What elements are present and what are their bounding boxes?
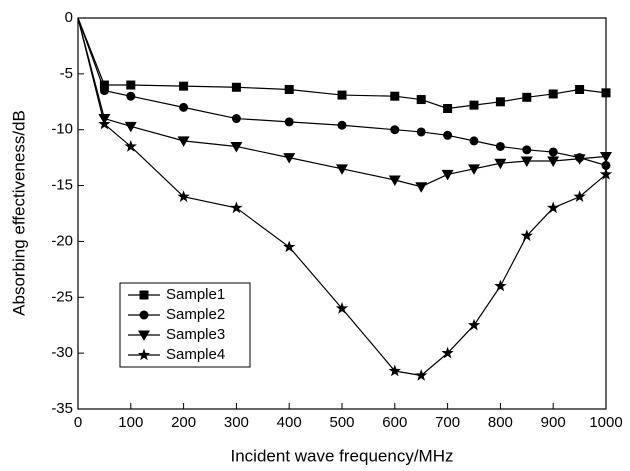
series-line	[77, 17, 607, 377]
marker	[231, 114, 241, 124]
marker	[573, 154, 586, 165]
marker	[126, 91, 136, 101]
marker	[231, 82, 241, 92]
x-tick-label: 1000	[589, 414, 622, 431]
x-tick-label: 100	[118, 414, 143, 431]
y-tick-label: -5	[60, 65, 73, 82]
marker	[522, 145, 532, 155]
marker	[547, 156, 560, 167]
marker	[601, 160, 611, 170]
marker	[443, 103, 453, 113]
marker	[548, 89, 558, 99]
y-tick-label: -10	[51, 121, 73, 138]
marker	[283, 153, 296, 164]
marker	[177, 136, 190, 147]
marker	[336, 164, 348, 175]
x-tick-label: 300	[224, 414, 249, 431]
marker	[177, 190, 190, 202]
marker	[124, 121, 137, 133]
x-tick-label: 600	[382, 414, 407, 431]
marker	[548, 147, 558, 157]
marker	[494, 279, 507, 292]
marker	[520, 229, 533, 242]
marker	[416, 127, 426, 137]
legend-label: Sample1	[166, 286, 225, 303]
x-tick-label: 800	[488, 414, 513, 431]
marker	[179, 81, 189, 91]
marker	[390, 91, 400, 101]
marker	[441, 169, 454, 181]
marker	[547, 201, 560, 214]
marker	[283, 240, 296, 253]
y-tick-label: -35	[51, 400, 73, 417]
marker	[388, 364, 401, 377]
marker	[600, 152, 612, 163]
marker	[126, 80, 136, 90]
marker	[124, 140, 137, 152]
marker	[335, 302, 349, 314]
legend-marker	[139, 290, 149, 300]
legend: Sample1 Sample2 Sample3 Sample4	[119, 282, 251, 368]
marker	[573, 190, 586, 202]
x-tick-label: 900	[541, 414, 566, 431]
marker	[495, 97, 505, 107]
x-tick-label: 200	[171, 414, 196, 431]
legend-label: Sample2	[166, 306, 225, 323]
legend-marker	[137, 348, 151, 361]
y-tick-label: -30	[51, 344, 73, 361]
marker	[443, 130, 453, 140]
marker	[599, 167, 613, 180]
marker	[230, 141, 243, 153]
marker	[520, 156, 533, 167]
x-tick-label: 500	[329, 414, 354, 431]
marker	[337, 90, 347, 100]
y-axis-label: Absorbing effectiveness/dB	[9, 110, 28, 316]
marker	[468, 164, 480, 175]
legend-label: Sample4	[166, 346, 225, 363]
marker	[575, 84, 585, 94]
y-tick-label: -20	[51, 232, 73, 249]
marker	[522, 92, 532, 102]
series-line	[77, 17, 607, 188]
marker	[230, 201, 243, 214]
x-axis-label: Incident wave frequency/MHz	[231, 446, 454, 465]
legend-marker	[138, 330, 150, 341]
marker	[284, 117, 294, 127]
x-tick-label: 700	[435, 414, 460, 431]
marker	[388, 175, 401, 186]
series-line	[77, 17, 607, 110]
legend-label: Sample3	[166, 326, 225, 343]
y-tick-label: -25	[51, 288, 73, 305]
marker	[495, 141, 505, 151]
y-tick-label: 0	[65, 9, 73, 26]
marker	[469, 100, 479, 110]
y-tick-label: -15	[51, 177, 73, 194]
legend-marker	[139, 310, 149, 320]
marker	[415, 182, 428, 193]
marker	[467, 318, 481, 331]
marker	[469, 136, 479, 146]
marker	[284, 84, 294, 94]
marker	[601, 88, 611, 98]
marker	[99, 86, 109, 96]
marker	[179, 102, 189, 112]
x-tick-label: 400	[277, 414, 302, 431]
marker	[441, 346, 454, 359]
marker	[99, 80, 109, 90]
marker	[494, 158, 507, 170]
series-line	[77, 17, 607, 167]
marker	[390, 125, 400, 135]
marker	[337, 120, 347, 130]
marker	[415, 369, 428, 381]
x-tick-label: 0	[74, 414, 82, 431]
marker	[416, 95, 426, 105]
marker	[98, 117, 111, 130]
